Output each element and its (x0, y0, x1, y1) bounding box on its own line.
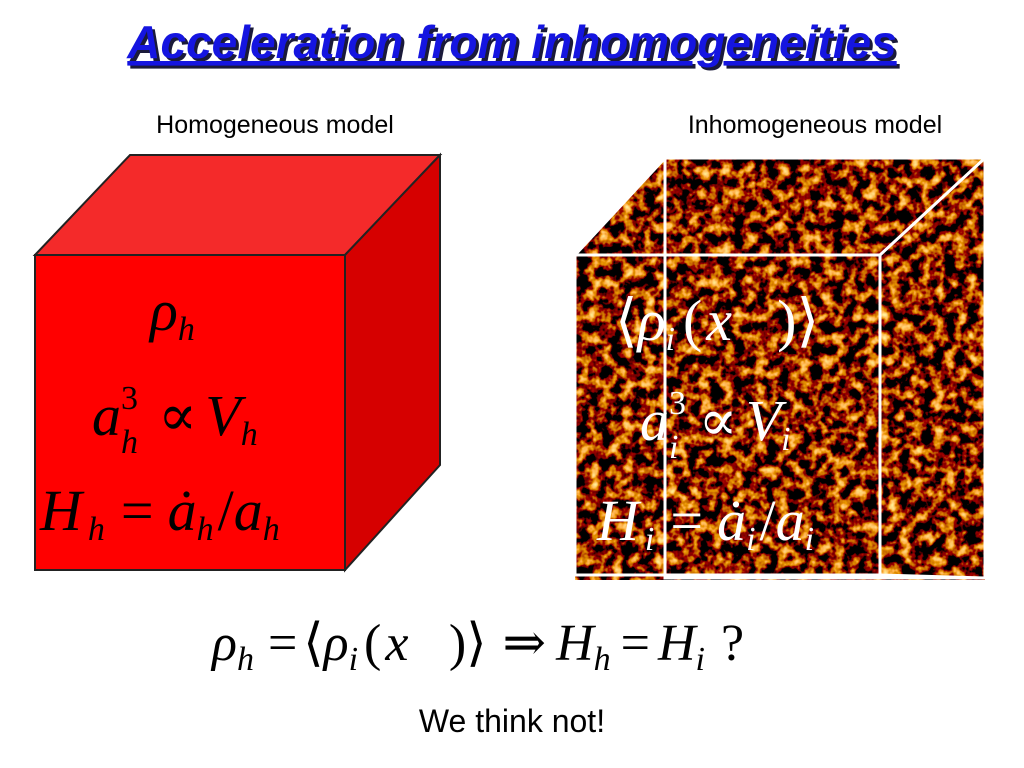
formula-part: h (121, 424, 138, 461)
formula-part: V (205, 383, 247, 448)
formula-part: a (92, 383, 121, 448)
formula-part: h (241, 416, 258, 453)
formula-part: h (594, 641, 611, 678)
formula-part: ) (449, 615, 466, 672)
formula-part: ) (777, 288, 796, 353)
cube-texture (575, 158, 985, 580)
formula: a3 i ∝ Vi (640, 385, 791, 466)
formula-part: ⟩ (796, 288, 819, 353)
texture-noise (575, 158, 985, 580)
formula-part: ⟨ (303, 615, 323, 672)
formula-part: ⟨ (615, 288, 638, 353)
edge (879, 573, 986, 580)
formula-part: 3 (121, 380, 138, 417)
formula-part: ( (364, 615, 381, 672)
formula: ⟨ρi (x⃗)⟩ (615, 288, 819, 358)
formula-part: ȧ (717, 488, 746, 553)
title-shadow: Acceleration from inhomogeneities (129, 19, 899, 71)
formula-part: h (263, 511, 280, 548)
formula-part: i (669, 429, 678, 466)
inhomogeneous-cube (573, 156, 987, 580)
formula-part: a (640, 388, 669, 453)
formula-part: a (234, 478, 263, 543)
formula-part: = (670, 488, 703, 553)
formula-part: = (621, 615, 650, 672)
cube-front (34, 254, 346, 571)
formula-part: ρ (210, 615, 237, 672)
formula-part: = (268, 615, 297, 672)
formula-part: x⃗ (384, 615, 449, 672)
left-label: Homogeneous model (156, 111, 394, 139)
back-edge (663, 156, 987, 580)
cube-edges (573, 156, 987, 580)
equation: ρh = ⟨ρi (x⃗)⟩ ⇒ Hh = Hi? (210, 615, 744, 678)
formula: a3 h ∝ Vh (92, 380, 258, 461)
formula-part: / (218, 478, 235, 543)
formula-part: / (760, 488, 777, 553)
formula-part: H (555, 615, 596, 672)
formula-part: = (121, 478, 154, 543)
formula-part: i (645, 521, 654, 558)
formula-part: ρ (636, 288, 666, 353)
formula-part: H (657, 615, 698, 672)
edge (573, 156, 667, 257)
homogeneous-cube (32, 152, 443, 573)
formula-part: ρ (148, 278, 178, 343)
formula-part: a (776, 488, 805, 553)
formula-part: H (39, 478, 85, 543)
formula-part: i (665, 321, 674, 358)
formula-part: V (746, 388, 788, 453)
formula-part: i (696, 641, 705, 678)
conclusion: We think not! (419, 703, 605, 739)
right-label: Inhomogeneous model (688, 111, 942, 139)
formula-part: i (746, 521, 755, 558)
formula-part: h (237, 641, 254, 678)
formula: ρh (148, 278, 195, 348)
title: Acceleration from inhomogeneities (126, 16, 896, 68)
formula-part: ρ (322, 615, 349, 672)
formula-part: i (781, 421, 790, 458)
formula-part: x⃗ (705, 288, 777, 353)
formula-part: ( (683, 288, 702, 353)
formula-part: H (596, 488, 642, 553)
formula-part: ? (721, 615, 744, 672)
formula-part: ⟩ (466, 615, 486, 672)
formula-part: ⇒ (503, 615, 547, 672)
formula-part: h (178, 311, 195, 348)
formula-part: 3 (669, 385, 686, 422)
front-edge (573, 253, 882, 577)
formula-part: ȧ (168, 478, 197, 543)
formula-part: ∝ (698, 388, 737, 453)
formula-part: i (349, 641, 358, 678)
formula-part: h (88, 511, 105, 548)
formula-part: h (197, 511, 214, 548)
formula-part: ∝ (158, 383, 197, 448)
formula-part: i (805, 521, 814, 558)
edge (878, 156, 987, 257)
